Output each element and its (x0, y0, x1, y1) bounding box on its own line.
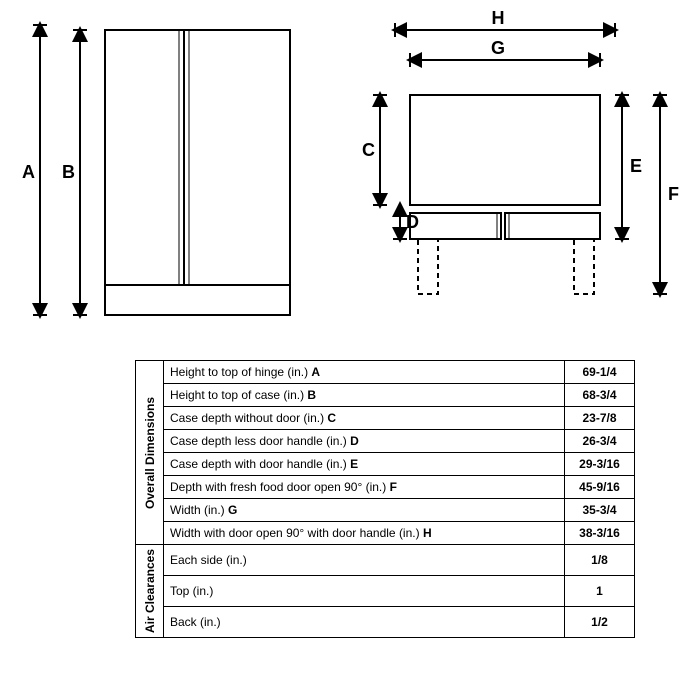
row-label: Width with door open 90° with door handl… (164, 522, 565, 545)
table-row: Depth with fresh food door open 90° (in.… (136, 476, 635, 499)
row-label: Case depth less door handle (in.) D (164, 430, 565, 453)
dim-A: A (22, 25, 47, 315)
row-label: Case depth without door (in.) C (164, 407, 565, 430)
label-G: G (491, 38, 505, 58)
label-A: A (22, 162, 35, 182)
row-value: 1/2 (565, 607, 635, 638)
table-row: Case depth less door handle (in.) D26-3/… (136, 430, 635, 453)
row-value: 26-3/4 (565, 430, 635, 453)
table-row: Top (in.)1 (136, 576, 635, 607)
label-B: B (62, 162, 75, 182)
row-label: Case depth with door handle (in.) E (164, 453, 565, 476)
row-label: Each side (in.) (164, 545, 565, 576)
row-value: 23-7/8 (565, 407, 635, 430)
dimensions-table: Overall DimensionsHeight to top of hinge… (135, 360, 635, 638)
front-view (105, 30, 290, 315)
dim-D: D (393, 205, 419, 239)
table-row: Case depth without door (in.) C23-7/8 (136, 407, 635, 430)
label-F: F (668, 184, 679, 204)
row-label: Height to top of hinge (in.) A (164, 361, 565, 384)
table-row: Width (in.) G35-3/4 (136, 499, 635, 522)
row-label: Width (in.) G (164, 499, 565, 522)
row-value: 68-3/4 (565, 384, 635, 407)
table-row: Air ClearancesEach side (in.)1/8 (136, 545, 635, 576)
diagram-area: A B H (0, 0, 700, 350)
label-H: H (492, 8, 505, 28)
dim-F: F (653, 95, 679, 294)
row-value: 1 (565, 576, 635, 607)
dimensions-table-area: Overall DimensionsHeight to top of hinge… (135, 360, 635, 638)
row-value: 69-1/4 (565, 361, 635, 384)
table-row: Case depth with door handle (in.) E29-3/… (136, 453, 635, 476)
table-row: Back (in.)1/2 (136, 607, 635, 638)
row-label: Height to top of case (in.) B (164, 384, 565, 407)
row-label: Depth with fresh food door open 90° (in.… (164, 476, 565, 499)
row-value: 45-9/16 (565, 476, 635, 499)
group-header: Air Clearances (136, 545, 164, 638)
dim-H: H (395, 8, 615, 37)
dimension-diagram: A B H (0, 0, 700, 350)
row-label: Top (in.) (164, 576, 565, 607)
row-value: 35-3/4 (565, 499, 635, 522)
dim-G: G (410, 38, 600, 67)
row-label: Back (in.) (164, 607, 565, 638)
dim-B: B (62, 30, 87, 315)
table-row: Width with door open 90° with door handl… (136, 522, 635, 545)
top-view (410, 95, 600, 294)
row-value: 1/8 (565, 545, 635, 576)
row-value: 29-3/16 (565, 453, 635, 476)
label-E: E (630, 156, 642, 176)
table-row: Overall DimensionsHeight to top of hinge… (136, 361, 635, 384)
label-C: C (362, 140, 375, 160)
group-header: Overall Dimensions (136, 361, 164, 545)
table-row: Height to top of case (in.) B68-3/4 (136, 384, 635, 407)
row-value: 38-3/16 (565, 522, 635, 545)
label-D: D (406, 212, 419, 232)
dim-E: E (615, 95, 642, 239)
dim-C: C (362, 95, 387, 205)
